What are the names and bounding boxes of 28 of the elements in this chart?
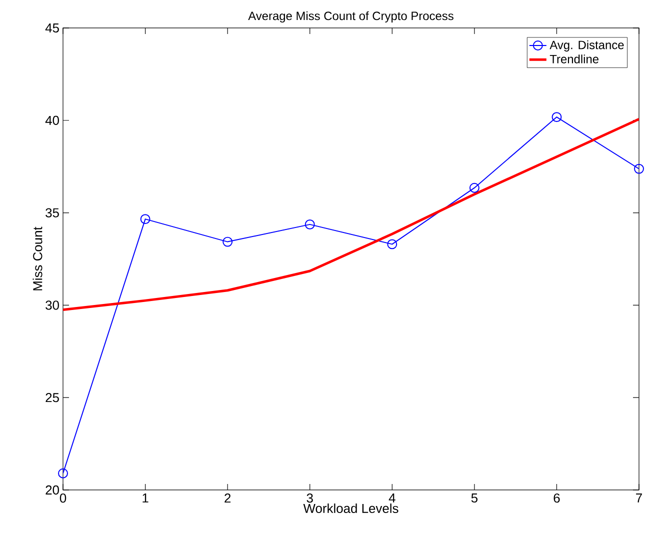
point — [552, 112, 562, 122]
y-tick-label: 20 — [46, 485, 59, 495]
y-tick-label: 35 — [46, 208, 59, 218]
x-tick-label: 1 — [142, 494, 148, 502]
x-tick-label: 0 — [60, 494, 66, 503]
x-tick-label: 3 — [306, 494, 313, 503]
point — [387, 239, 398, 250]
x-tick-label: 5 — [471, 494, 478, 503]
x-tick-label: 2 — [224, 494, 231, 503]
point — [222, 236, 233, 247]
y-tick-label: 30 — [46, 300, 59, 310]
x-tick-label: 6 — [554, 494, 560, 503]
y-tick-label: 25 — [46, 392, 59, 402]
legend-label: Avg. Distance — [550, 40, 624, 52]
point — [304, 219, 315, 230]
point — [634, 164, 644, 174]
y-axis-title: Miss Count — [32, 226, 42, 290]
point — [140, 214, 150, 224]
line-series — [63, 118, 639, 312]
chart-title: Average Miss Count of Crypto Process — [248, 11, 454, 22]
y-tick-label: 45 — [45, 23, 59, 33]
x-tick-label: 4 — [388, 494, 396, 502]
x-axis-title: Workload Levels — [303, 504, 398, 514]
y-tick-label: 40 — [45, 116, 59, 125]
legend-label: Trendline — [550, 54, 598, 64]
point — [58, 468, 68, 478]
point — [469, 182, 480, 193]
x-tick-label: 7 — [636, 494, 642, 502]
